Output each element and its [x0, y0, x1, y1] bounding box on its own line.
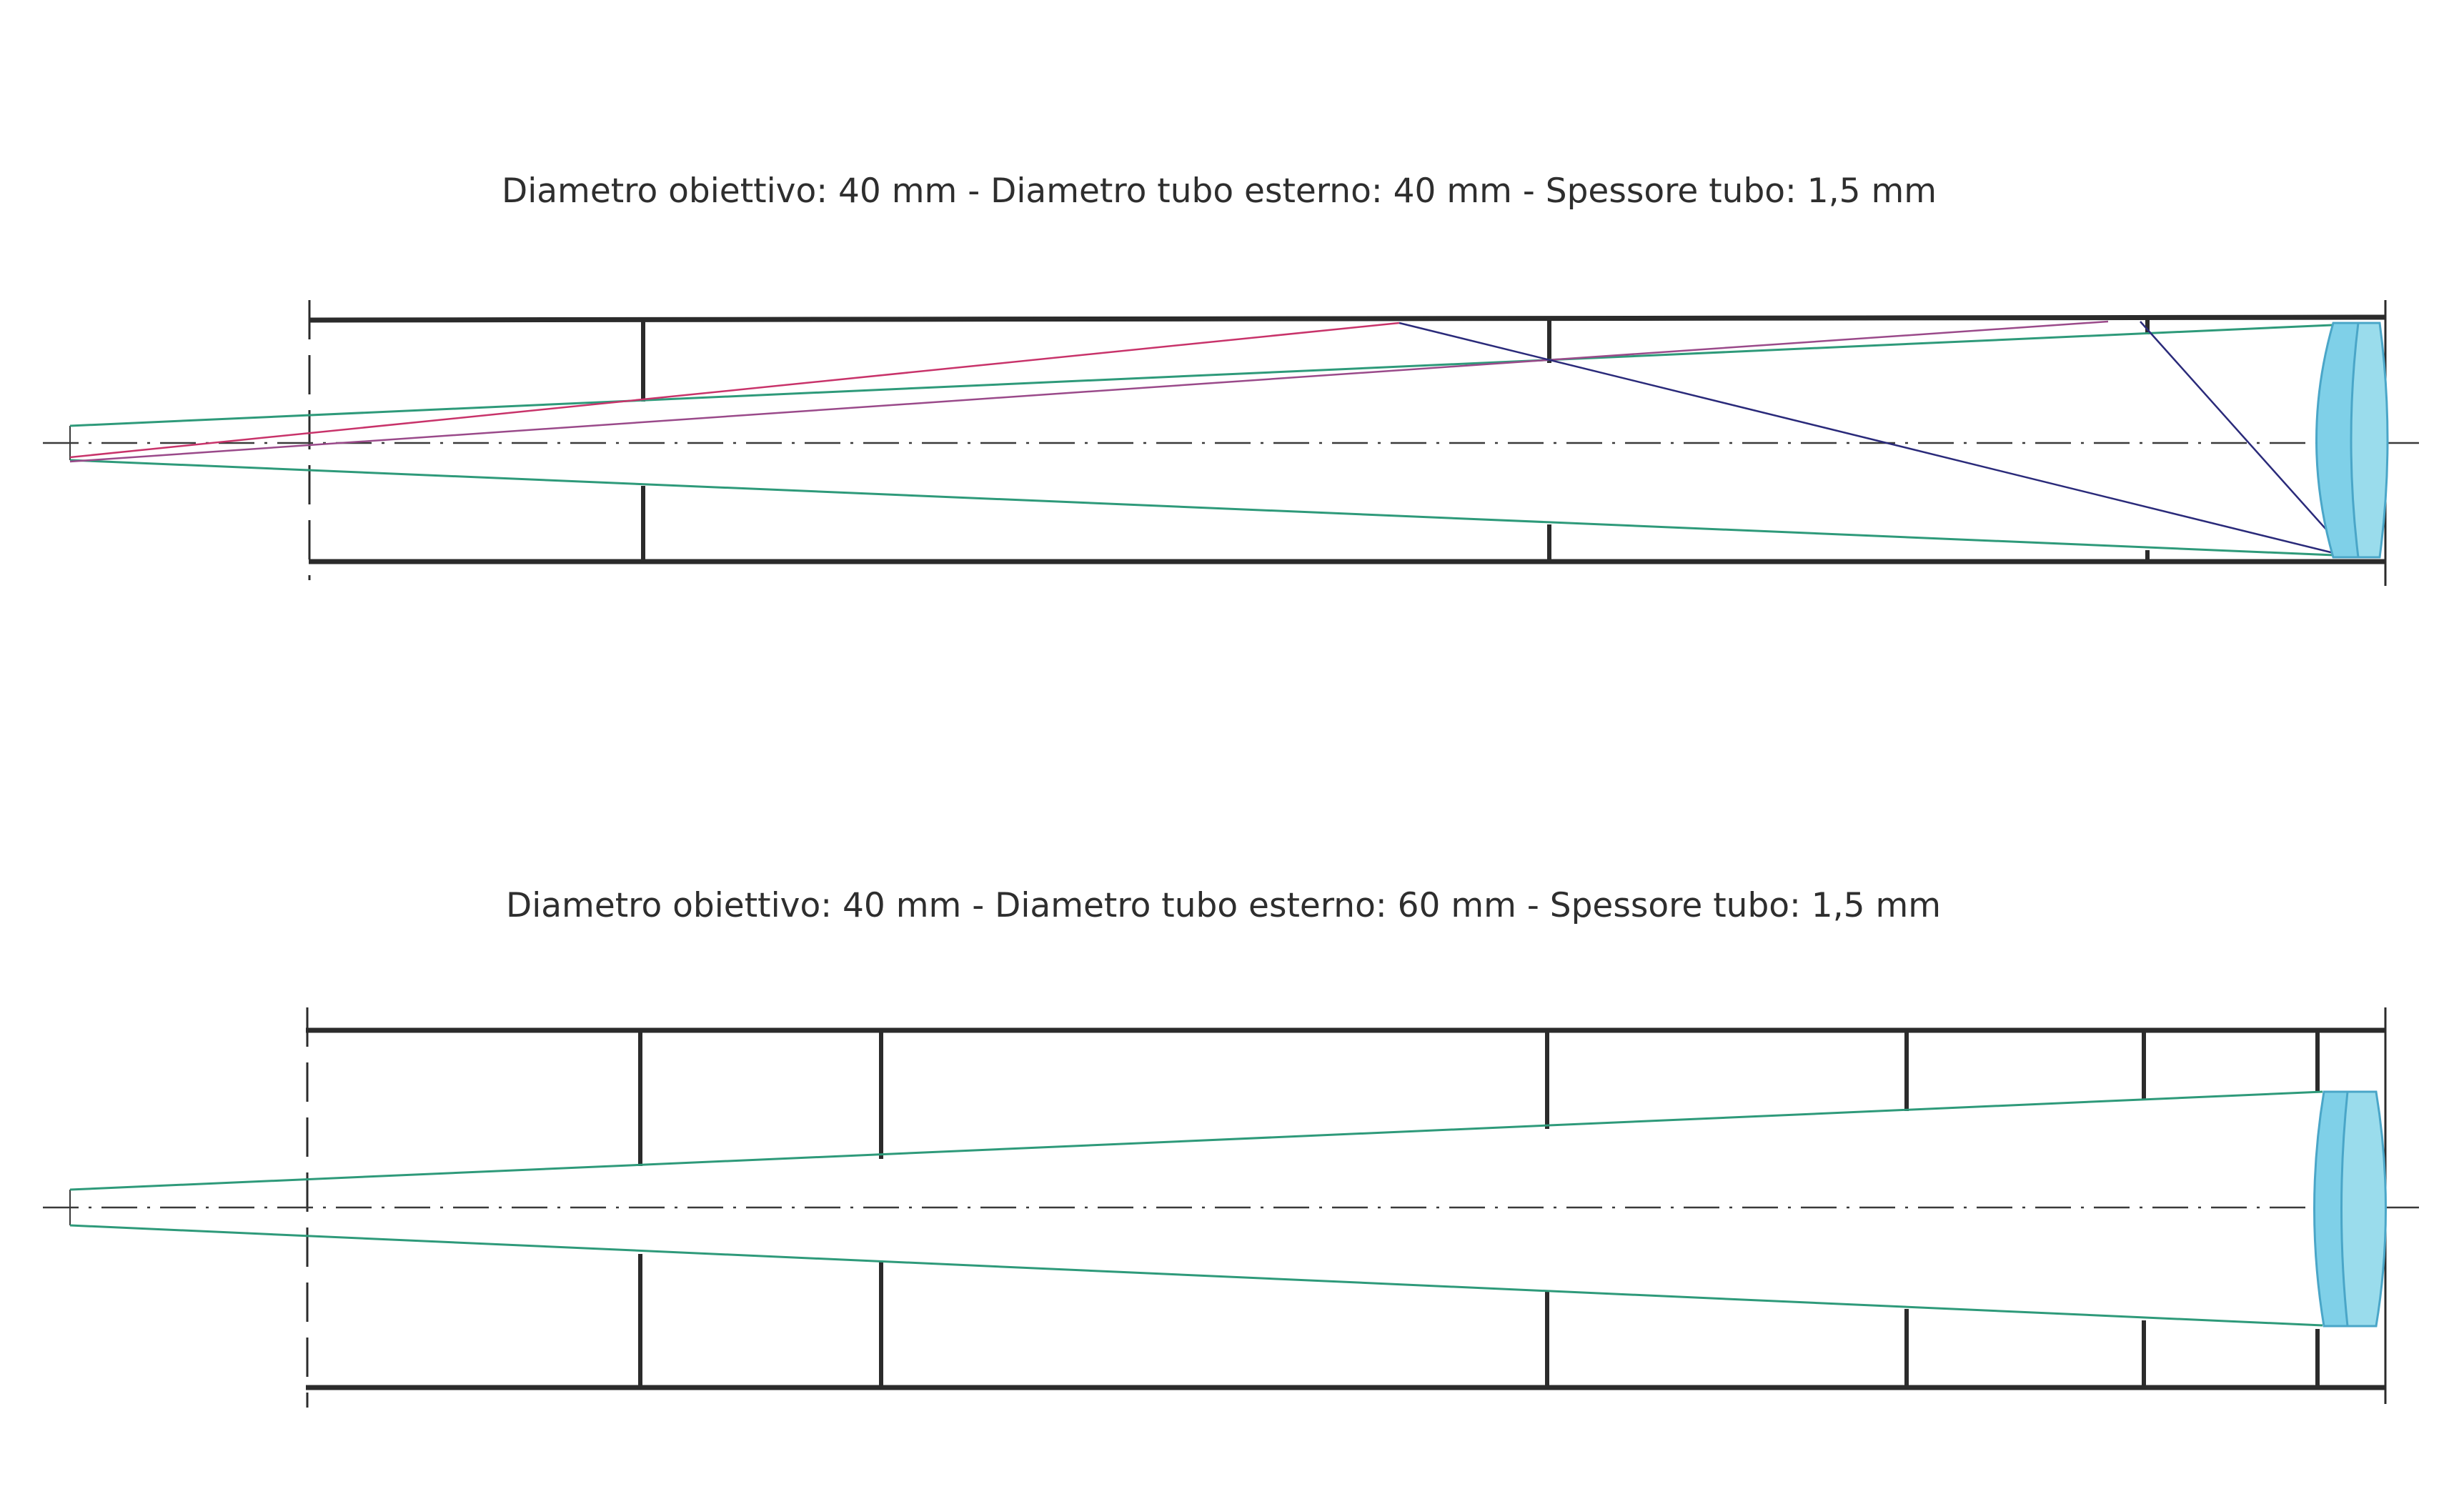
lens-crown-element — [2313, 1090, 2349, 1328]
diagram-2-title: Diametro obiettivo: 40 mm - Diametro tub… — [506, 886, 1942, 925]
lens-flint-element — [2340, 1090, 2387, 1328]
cone-lower-ray — [69, 459, 2352, 557]
lens-crown-element — [2315, 322, 2360, 559]
tube-1-top-wall — [308, 314, 2386, 323]
reflected-rays-1 — [1399, 321, 2352, 559]
stray-ray-purple — [69, 320, 2109, 463]
cone-lower-ray — [69, 1224, 2323, 1327]
diagram-2 — [43, 1007, 2419, 1408]
light-cone-1 — [69, 322, 2380, 557]
tube-1-baffles — [641, 317, 2150, 562]
lens-flint-element — [2350, 322, 2389, 559]
light-cone-2 — [69, 1090, 2323, 1327]
stray-ray-magenta — [69, 322, 1400, 459]
reflected-ray — [2140, 321, 2352, 558]
objective-lens-1 — [2315, 322, 2389, 559]
diagram-1 — [43, 300, 2419, 586]
tube-2-baffles — [638, 1030, 2320, 1388]
cone-upper-ray — [69, 322, 2380, 427]
objective-lens-2 — [2313, 1090, 2387, 1328]
diagram-1-title: Diametro obiettivo: 40 mm - Diametro tub… — [502, 171, 1937, 211]
cone-upper-ray — [69, 1090, 2323, 1191]
reflected-ray — [1399, 322, 2352, 559]
